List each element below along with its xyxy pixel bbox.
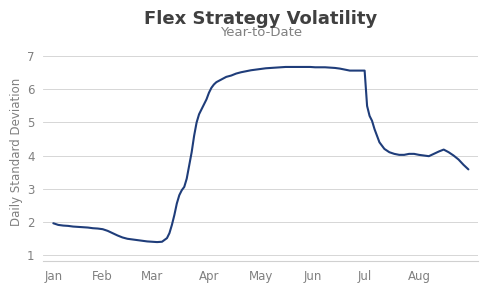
Title: Flex Strategy Volatility: Flex Strategy Volatility bbox=[144, 10, 378, 28]
Text: Year-to-Date: Year-to-Date bbox=[220, 26, 302, 39]
Y-axis label: Daily Standard Deviation: Daily Standard Deviation bbox=[10, 78, 23, 226]
